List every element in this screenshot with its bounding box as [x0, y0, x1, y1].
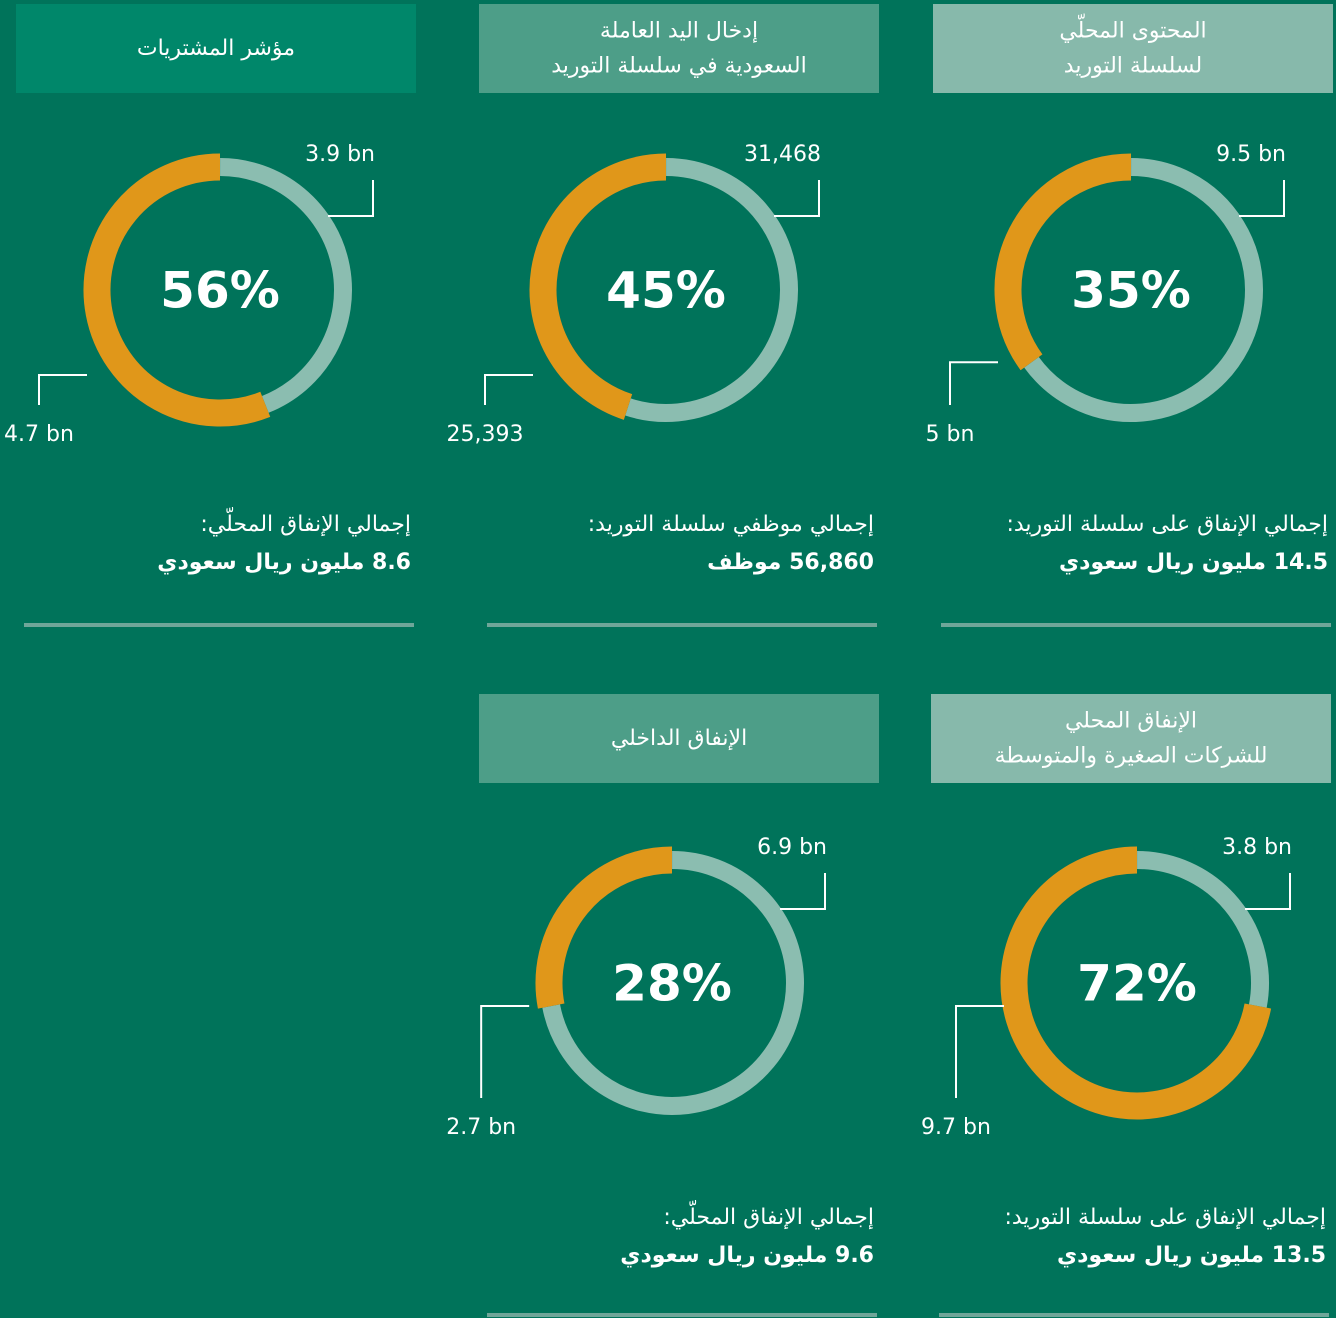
- value-label: 3.9 bn: [305, 142, 375, 167]
- leader-line: [38, 374, 87, 405]
- card-header: [479, 4, 879, 93]
- total-note: إجمالي الإنفاق على سلسلة التوريد:: [1004, 1205, 1326, 1230]
- value-label: 9.7 bn: [921, 1115, 991, 1140]
- donut-share: [1000, 846, 1272, 1120]
- total-value: 56,860 موظف: [707, 550, 874, 575]
- card-title: الإنفاق المحلي: [1065, 709, 1197, 734]
- total-note: إجمالي الإنفاق على سلسلة التوريد:: [1006, 512, 1328, 537]
- total-value: 13.5 مليون ريال سعودي: [1057, 1243, 1326, 1268]
- value-label: 5 bn: [926, 422, 975, 447]
- leader-line: [484, 374, 533, 405]
- value-label: 4.7 bn: [4, 422, 74, 447]
- donut-rest: [1136, 851, 1269, 1008]
- total-value: 14.5 مليون ريال سعودي: [1059, 550, 1328, 575]
- donut-share: [535, 846, 673, 1009]
- leader-line: [949, 361, 998, 405]
- share-label: 35%: [1071, 262, 1191, 320]
- donut-share: [994, 153, 1132, 371]
- card-title: إدخال اليد العاملة: [600, 19, 758, 44]
- total-value: 9.6 مليون ريال سعودي: [620, 1243, 874, 1268]
- value-label: 25,393: [447, 422, 524, 447]
- share-label: 45%: [606, 262, 726, 320]
- share-label: 28%: [612, 955, 732, 1013]
- value-label: 3.8 bn: [1222, 835, 1292, 860]
- leader-line: [955, 1005, 1004, 1098]
- donut-rest: [542, 851, 804, 1115]
- card-header: [933, 4, 1333, 93]
- card-title: المحتوى المحلّي: [1059, 14, 1206, 44]
- total-note: إجمالي موظفي سلسلة التوريد:: [588, 512, 874, 537]
- leader-line: [780, 873, 826, 910]
- total-note: إجمالي الإنفاق المحلّي:: [200, 507, 411, 537]
- total-value: 8.6 مليون ريال سعودي: [157, 550, 411, 575]
- card-title: لسلسلة التوريد: [1064, 54, 1202, 79]
- card-header: [16, 4, 416, 93]
- leader-line: [480, 1005, 530, 1098]
- donut-share: [83, 153, 271, 427]
- share-label: 56%: [160, 262, 280, 320]
- donut-rest: [625, 158, 798, 422]
- leader-line: [774, 180, 820, 217]
- share-label: 72%: [1077, 955, 1197, 1013]
- card-title: مؤشر المشتريات: [137, 36, 295, 61]
- card-header: [931, 694, 1331, 783]
- leader-line: [328, 180, 374, 217]
- value-label: 6.9 bn: [757, 835, 827, 860]
- donut-share: [529, 153, 667, 420]
- value-label: 2.7 bn: [446, 1115, 516, 1140]
- card-header: [479, 694, 879, 783]
- donut-rest: [220, 158, 352, 413]
- leader-line: [1239, 180, 1285, 217]
- card-title: السعودية في سلسلة التوريد: [551, 54, 807, 79]
- card-title: الإنفاق الداخلي: [611, 726, 747, 751]
- card-title: للشركات الصغيرة والمتوسطة: [995, 744, 1268, 769]
- total-note: إجمالي الإنفاق المحلّي:: [663, 1200, 874, 1230]
- value-label: 31,468: [744, 142, 821, 167]
- leader-line: [1245, 873, 1291, 910]
- value-label: 9.5 bn: [1216, 142, 1286, 167]
- donut-rest: [1024, 158, 1263, 422]
